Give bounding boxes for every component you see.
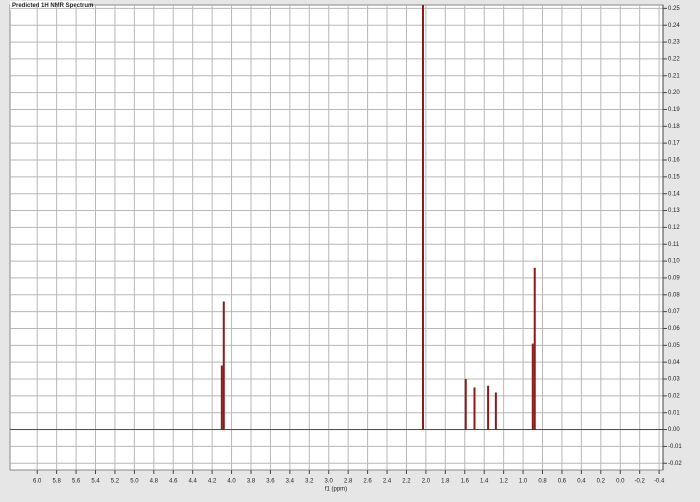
x-tick-label: -0.4 xyxy=(654,479,665,485)
peak xyxy=(487,385,490,430)
y-tick-label: 0.25 xyxy=(668,6,680,12)
y-tick-label: 0.02 xyxy=(668,393,680,399)
x-tick-label: 0.6 xyxy=(558,479,567,485)
x-tick-label: -0.2 xyxy=(635,479,646,485)
x-axis-label: f1 (ppm) xyxy=(325,487,347,493)
x-tick-label: 1.8 xyxy=(441,479,450,485)
peak xyxy=(464,379,467,430)
x-tick-label: 4.8 xyxy=(150,479,159,485)
x-tick-label: 3.8 xyxy=(247,479,256,485)
y-tick-label: 0.21 xyxy=(668,73,680,79)
x-tick-label: 2.6 xyxy=(363,479,372,485)
x-tick-label: 6.0 xyxy=(33,479,42,485)
peak xyxy=(531,343,534,430)
x-tick-label: 2.8 xyxy=(344,479,353,485)
x-tick-label: 5.6 xyxy=(72,479,81,485)
x-tick-label: 1.2 xyxy=(499,479,508,485)
x-tick-label: 3.4 xyxy=(286,479,295,485)
x-tick-label: 1.6 xyxy=(461,479,470,485)
y-tick-label: 0.20 xyxy=(668,90,680,96)
y-tick-label: 0.07 xyxy=(668,309,680,315)
y-tick-label: 0.24 xyxy=(668,23,680,29)
y-tick-label: 0.22 xyxy=(668,56,680,62)
grid xyxy=(10,5,663,470)
peak xyxy=(220,365,223,430)
x-tick-label: 1.0 xyxy=(519,479,528,485)
x-tick-label: 0.8 xyxy=(538,479,547,485)
y-tick-label: 0.19 xyxy=(668,107,680,113)
x-tick-label: 1.4 xyxy=(480,479,489,485)
x-tick-label: 5.0 xyxy=(130,479,139,485)
x-tick-label: 2.4 xyxy=(383,479,392,485)
x-tick-label: 0.2 xyxy=(597,479,606,485)
x-tick-label: 4.6 xyxy=(169,479,178,485)
chart-title: Predicted 1H NMR Spectrum xyxy=(12,3,93,9)
x-tick-label: 5.8 xyxy=(52,479,61,485)
x-tick-label: 0.0 xyxy=(616,479,625,485)
y-tick-label: 0.18 xyxy=(668,124,680,130)
x-tick-label: 5.4 xyxy=(91,479,100,485)
x-tick-label: 4.4 xyxy=(189,479,198,485)
y-tick-label: 0.12 xyxy=(668,225,680,231)
peak xyxy=(222,301,225,430)
x-tick-label: 3.2 xyxy=(305,479,314,485)
y-tick-label: 0.05 xyxy=(668,343,680,349)
peaks xyxy=(10,5,663,430)
y-tick-label: -0.02 xyxy=(668,461,682,467)
x-tick-label: 4.0 xyxy=(227,479,236,485)
x-tick-label: 2.2 xyxy=(402,479,411,485)
peak xyxy=(494,392,497,430)
x-tick-label: 0.4 xyxy=(577,479,586,485)
x-tick-label: 2.0 xyxy=(422,479,431,485)
plot-area xyxy=(9,4,664,471)
x-tick-label: 3.0 xyxy=(325,479,334,485)
y-tick-label: 0.00 xyxy=(668,427,680,433)
y-tick-label: 0.01 xyxy=(668,410,680,416)
y-tick-label: 0.08 xyxy=(668,292,680,298)
x-tick-label: 3.6 xyxy=(266,479,275,485)
y-tick-label: 0.23 xyxy=(668,40,680,46)
y-tick-label: 0.09 xyxy=(668,276,680,282)
peak xyxy=(473,387,476,430)
y-tick-label: -0.01 xyxy=(668,444,682,450)
peak xyxy=(421,5,424,430)
y-tick-label: 0.15 xyxy=(668,174,680,180)
x-tick-label: 4.2 xyxy=(208,479,217,485)
y-tick-label: 0.04 xyxy=(668,360,680,366)
y-tick-label: 0.13 xyxy=(668,208,680,214)
x-tick-label: 5.2 xyxy=(111,479,120,485)
title-box xyxy=(10,1,90,10)
y-tick-label: 0.06 xyxy=(668,326,680,332)
peak xyxy=(533,267,536,430)
y-tick-label: 0.17 xyxy=(668,141,680,147)
y-tick-label: 0.16 xyxy=(668,158,680,164)
y-tick-label: 0.11 xyxy=(668,242,680,248)
y-tick-label: 0.14 xyxy=(668,191,680,197)
y-tick-label: 0.10 xyxy=(668,259,680,265)
y-tick-label: 0.03 xyxy=(668,377,680,383)
